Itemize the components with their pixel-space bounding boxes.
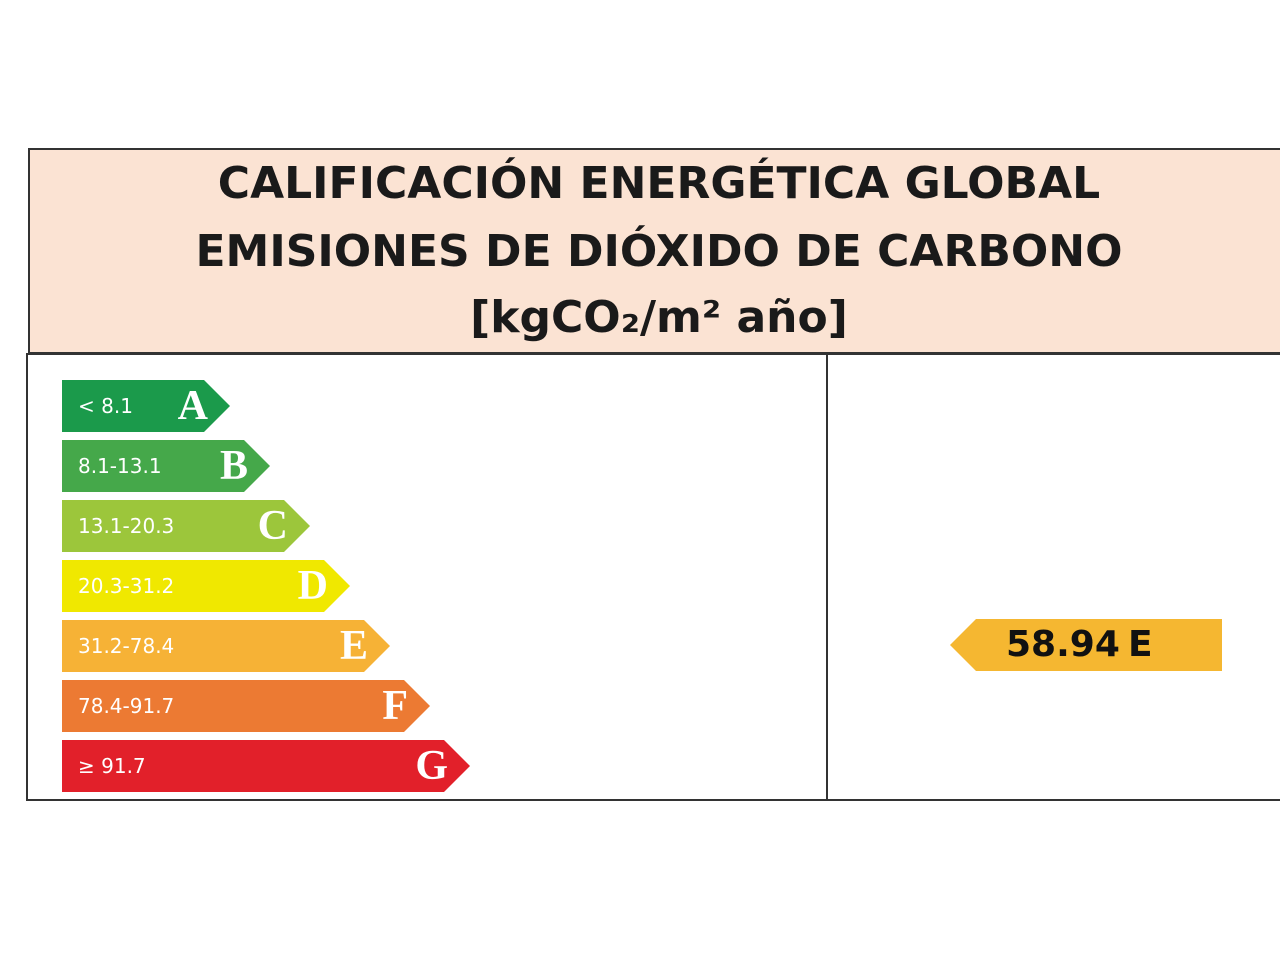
rating-range: ≥ 91.7: [78, 754, 146, 778]
title-line: EMISIONES DE DIÓXIDO DE CARBONO: [195, 226, 1123, 277]
rating-letter: B: [219, 443, 248, 489]
result-letter: E: [1128, 624, 1153, 665]
rating-bar: 31.2-78.4 E: [62, 620, 390, 672]
header: CALIFICACIÓN ENERGÉTICA GLOBAL EMISIONES…: [28, 148, 1280, 354]
rating-range: 31.2-78.4: [78, 634, 175, 658]
divider: [826, 353, 828, 801]
rating-letter: C: [257, 503, 288, 549]
rating-bar: 78.4-91.7 F: [62, 680, 430, 732]
rating-range: 8.1-13.1: [78, 454, 162, 478]
rating-letter: A: [177, 383, 208, 429]
rating-letter: F: [382, 683, 408, 729]
rating-letter: G: [415, 743, 448, 789]
rating-range: < 8.1: [78, 394, 133, 418]
rating-bar: 20.3-31.2 D: [62, 560, 350, 612]
rating-bar: < 8.1 A: [62, 380, 230, 432]
title-line: CALIFICACIÓN ENERGÉTICA GLOBAL: [217, 158, 1101, 209]
result-arrow: 58.94 E: [950, 619, 1222, 671]
unit-line: [kgCO₂/m² año]: [470, 292, 848, 343]
rating-range: 78.4-91.7: [78, 694, 175, 718]
rating-range: 13.1-20.3: [78, 514, 175, 538]
rating-bar: ≥ 91.7 G: [62, 740, 470, 792]
rating-letter: E: [339, 623, 368, 669]
rating-bar: 13.1-20.3 C: [62, 500, 310, 552]
rating-range: 20.3-31.2: [78, 574, 175, 598]
rating-bar: 8.1-13.1 B: [62, 440, 270, 492]
rating-letter: D: [297, 563, 328, 609]
result-value: 58.94: [1006, 624, 1120, 665]
table-body: [26, 353, 1280, 801]
